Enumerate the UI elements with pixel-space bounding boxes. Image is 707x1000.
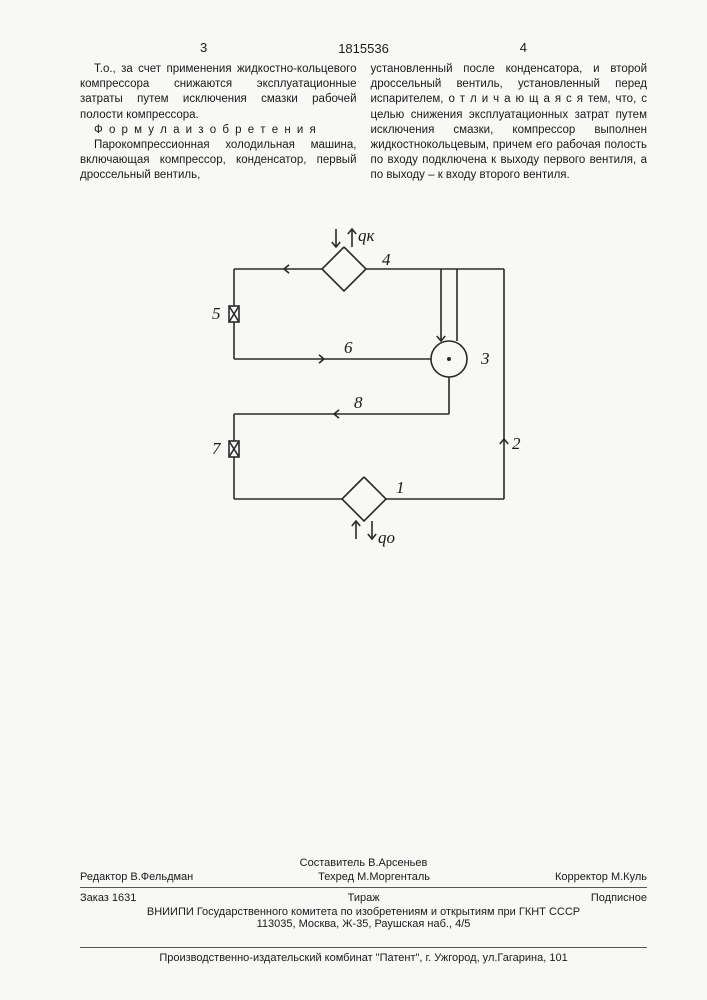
svg-text:4: 4 [382,250,391,269]
corrector: Корректор М.Куль [555,871,647,883]
left-p2: Парокомпрессионная холодильная машина, в… [80,138,357,184]
svg-text:2: 2 [512,434,521,453]
svg-text:qо: qо [378,528,395,547]
patent-number: 1815536 [80,41,647,56]
svg-text:3: 3 [480,349,490,368]
editor: Редактор В.Фельдман [80,871,193,883]
subscribe: Подписное [591,892,647,904]
col-num-right: 4 [520,40,527,55]
compiler: Составитель В.Арсеньев [80,857,647,869]
left-column: Т.о., за счет применения жидкостно-кольц… [80,62,357,183]
addr: 113035, Москва, Ж-35, Раушская наб., 4/5 [80,918,647,930]
schematic-diagram: qк 4 5 6 3 8 7 qо 1 2 [194,219,534,559]
svg-text:8: 8 [354,393,363,412]
order: Заказ 1631 [80,892,136,904]
tirage: Тираж [348,892,380,904]
svg-text:7: 7 [212,439,222,458]
left-p1: Т.о., за счет применения жидкостно-кольц… [80,62,357,123]
right-column: установленный после конденсатора, и втор… [371,62,648,183]
org: ВНИИПИ Государственного комитета по изоб… [80,906,647,918]
text-columns: Т.о., за счет применения жидкостно-кольц… [80,62,647,183]
svg-text:qк: qк [358,226,376,245]
right-p1: установленный после конденсатора, и втор… [371,62,648,183]
svg-text:6: 6 [344,338,353,357]
footer-block: Составитель В.Арсеньев Редактор В.Фельдм… [80,857,647,930]
svg-text:5: 5 [212,304,221,323]
col-num-left: 3 [200,40,207,55]
techred: Техред М.Моргенталь [318,871,430,883]
formula-title: Ф о р м у л а и з о б р е т е н и я [80,123,357,138]
svg-text:1: 1 [396,478,405,497]
prod: Производственно-издательский комбинат "П… [80,952,647,964]
